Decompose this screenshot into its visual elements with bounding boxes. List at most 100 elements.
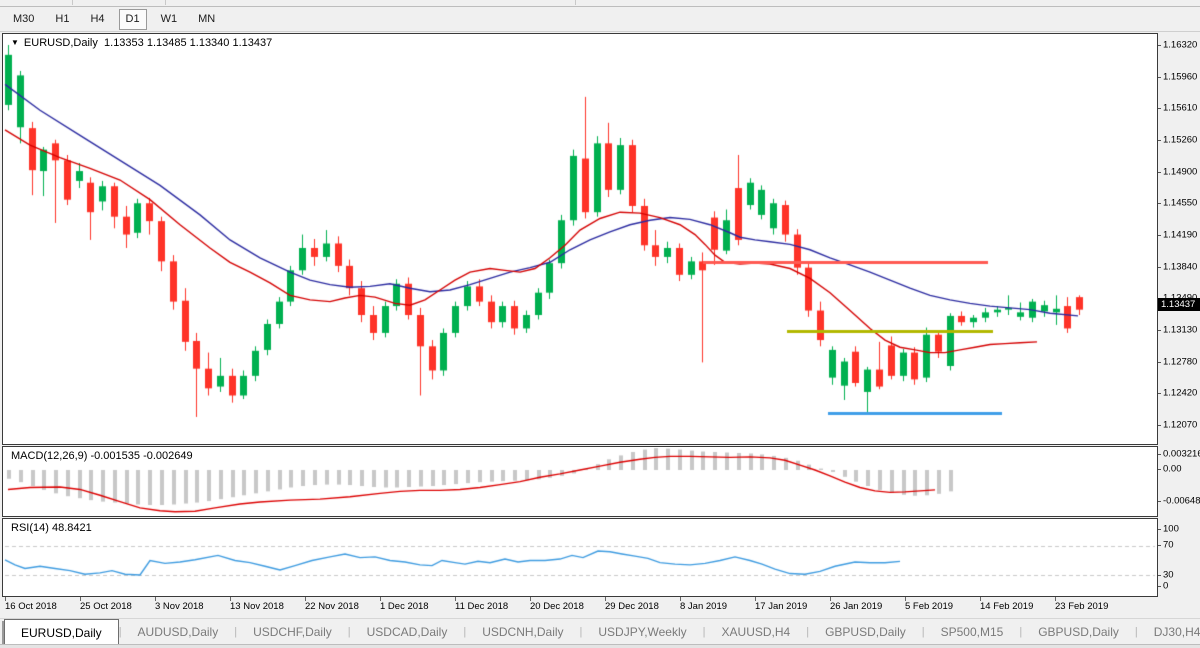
rsi-canvas[interactable] bbox=[3, 519, 1157, 596]
tab-separator: | bbox=[702, 626, 706, 638]
date-label: 25 Oct 2018 bbox=[80, 601, 132, 612]
rsi-scale-label: 0 bbox=[1163, 580, 1169, 592]
macd-scale-label: -0.006485 bbox=[1163, 495, 1200, 507]
date-tick bbox=[605, 597, 606, 601]
symbol-tab-xauusd-h4[interactable]: XAUUSD,H4 bbox=[721, 625, 791, 639]
price-axis[interactable]: 1.16320 1.15960 1.15610 1.15260 1.14900 1.145… bbox=[1158, 33, 1200, 597]
tab-separator: | bbox=[118, 626, 122, 638]
date-label: 3 Nov 2018 bbox=[155, 601, 204, 612]
timeframe-button-m30[interactable]: M30 bbox=[13, 12, 35, 25]
date-tick bbox=[5, 597, 6, 601]
timeframe-button-w1[interactable]: W1 bbox=[160, 12, 178, 25]
date-tick bbox=[1055, 597, 1056, 601]
date-tick bbox=[755, 597, 756, 601]
timeframe-button-d1[interactable]: D1 bbox=[118, 8, 147, 30]
tab-separator: | bbox=[234, 626, 238, 638]
rsi-scale-tick bbox=[1158, 545, 1161, 546]
symbol-tab-usdjpy-weekly[interactable]: USDJPY,Weekly bbox=[598, 625, 687, 639]
date-tick bbox=[680, 597, 681, 601]
price-scale-label: 1.13840 bbox=[1163, 261, 1198, 273]
chart-symbol-label: EURUSD,Daily bbox=[23, 37, 98, 49]
upper-toolbar-sliver bbox=[0, 0, 1200, 7]
date-label: 22 Nov 2018 bbox=[305, 601, 359, 612]
price-scale-tick bbox=[1158, 203, 1161, 204]
price-scale-label: 1.12420 bbox=[1163, 387, 1198, 399]
chart-dropdown-icon[interactable]: ▼ bbox=[11, 38, 19, 47]
price-scale-label: 1.15960 bbox=[1163, 71, 1198, 83]
date-tick bbox=[155, 597, 156, 601]
date-tick bbox=[380, 597, 381, 601]
candlestick-chart-canvas[interactable] bbox=[3, 34, 1157, 444]
symbol-tab-gbpusd-daily[interactable]: GBPUSD,Daily bbox=[825, 625, 906, 639]
symbol-tab-gbpusd-daily[interactable]: GBPUSD,Daily bbox=[1038, 625, 1119, 639]
chart-ohlc-values: 1.13353 1.13485 1.13340 1.13437 bbox=[104, 37, 273, 49]
tab-separator: | bbox=[921, 626, 925, 638]
tab-bar-grip bbox=[2, 621, 4, 645]
status-strip bbox=[0, 644, 1200, 648]
price-scale-label: 1.14550 bbox=[1163, 197, 1198, 209]
macd-scale-tick bbox=[1158, 469, 1161, 470]
price-scale-label: 1.12780 bbox=[1163, 356, 1198, 368]
price-scale-tick bbox=[1158, 45, 1161, 46]
rsi-scale-label: 70 bbox=[1163, 539, 1174, 551]
date-label: 5 Feb 2019 bbox=[905, 601, 954, 612]
date-label: 16 Oct 2018 bbox=[5, 601, 57, 612]
tab-separator: | bbox=[1019, 626, 1023, 638]
rsi-indicator-panel[interactable]: RSI(14) 48.8421 bbox=[2, 518, 1158, 597]
timeframe-button-mn[interactable]: MN bbox=[198, 12, 216, 25]
macd-label: MACD(12,26,9) -0.001535 -0.002649 bbox=[11, 450, 193, 462]
macd-indicator-panel[interactable]: MACD(12,26,9) -0.001535 -0.002649 bbox=[2, 446, 1158, 517]
toolbar-separator bbox=[165, 0, 166, 5]
timeframe-button-h4[interactable]: H4 bbox=[90, 12, 105, 25]
price-scale-label: 1.14900 bbox=[1163, 166, 1198, 178]
tab-separator: | bbox=[347, 626, 351, 638]
symbol-tab-bar: EURUSD,Daily | AUDUSD,Daily | USDCHF,Daily | U… bbox=[0, 618, 1200, 645]
tab-separator: | bbox=[463, 626, 467, 638]
price-scale-tick bbox=[1158, 108, 1161, 109]
date-tick bbox=[455, 597, 456, 601]
symbol-tab-dj30-h4[interactable]: DJ30,H4 bbox=[1153, 625, 1200, 639]
main-chart-panel[interactable]: ▼ EURUSD,Daily 1.13353 1.13485 1.13340 1.… bbox=[2, 33, 1158, 445]
rsi-scale-label: 30 bbox=[1163, 569, 1174, 581]
price-scale-tick bbox=[1158, 425, 1161, 426]
date-tick bbox=[905, 597, 906, 601]
symbol-tab-usdcad-daily[interactable]: USDCAD,Daily bbox=[366, 625, 448, 639]
price-scale-tick bbox=[1158, 172, 1161, 173]
symbol-tab-audusd-daily[interactable]: AUDUSD,Daily bbox=[137, 625, 219, 639]
date-label: 23 Feb 2019 bbox=[1055, 601, 1109, 612]
rsi-scale-tick bbox=[1158, 575, 1161, 576]
price-scale-tick bbox=[1158, 267, 1161, 268]
date-label: 13 Nov 2018 bbox=[230, 601, 284, 612]
macd-scale-tick bbox=[1158, 501, 1161, 502]
date-label: 17 Jan 2019 bbox=[755, 601, 808, 612]
price-scale-tick bbox=[1158, 235, 1161, 236]
rsi-scale-tick bbox=[1158, 586, 1161, 587]
date-label: 29 Dec 2018 bbox=[605, 601, 659, 612]
price-scale-tick bbox=[1158, 330, 1161, 331]
price-scale-label: 1.16320 bbox=[1163, 39, 1198, 51]
date-tick bbox=[530, 597, 531, 601]
date-label: 1 Dec 2018 bbox=[380, 601, 429, 612]
timeframe-toolbar: M30 H1 H4 D1 W1 MN bbox=[0, 7, 1200, 32]
date-label: 14 Feb 2019 bbox=[980, 601, 1034, 612]
symbol-tab-eurusd-daily[interactable]: EURUSD,Daily bbox=[4, 619, 119, 645]
symbol-tab-usdcnh-daily[interactable]: USDCNH,Daily bbox=[482, 625, 564, 639]
current-price-badge: 1.13437 bbox=[1158, 298, 1200, 311]
date-axis[interactable]: 16 Oct 2018 25 Oct 2018 3 Nov 2018 13 Nov 2… bbox=[2, 597, 1198, 618]
symbol-tab-usdchf-daily[interactable]: USDCHF,Daily bbox=[253, 625, 332, 639]
symbol-tab-sp500-m15[interactable]: SP500,M15 bbox=[940, 625, 1004, 639]
price-scale-label: 1.15610 bbox=[1163, 102, 1198, 114]
timeframe-button-h1[interactable]: H1 bbox=[55, 12, 70, 25]
date-label: 20 Dec 2018 bbox=[530, 601, 584, 612]
tabs-container: EURUSD,Daily | AUDUSD,Daily | USDCHF,Daily | U… bbox=[4, 619, 1200, 645]
rsi-scale-label: 100 bbox=[1163, 523, 1179, 535]
date-tick bbox=[830, 597, 831, 601]
macd-scale-tick bbox=[1158, 454, 1161, 455]
tab-separator: | bbox=[1134, 626, 1138, 638]
date-tick bbox=[230, 597, 231, 601]
date-label: 11 Dec 2018 bbox=[455, 601, 509, 612]
date-label: 26 Jan 2019 bbox=[830, 601, 883, 612]
toolbar-separator bbox=[72, 0, 73, 5]
macd-canvas[interactable] bbox=[3, 447, 1157, 516]
